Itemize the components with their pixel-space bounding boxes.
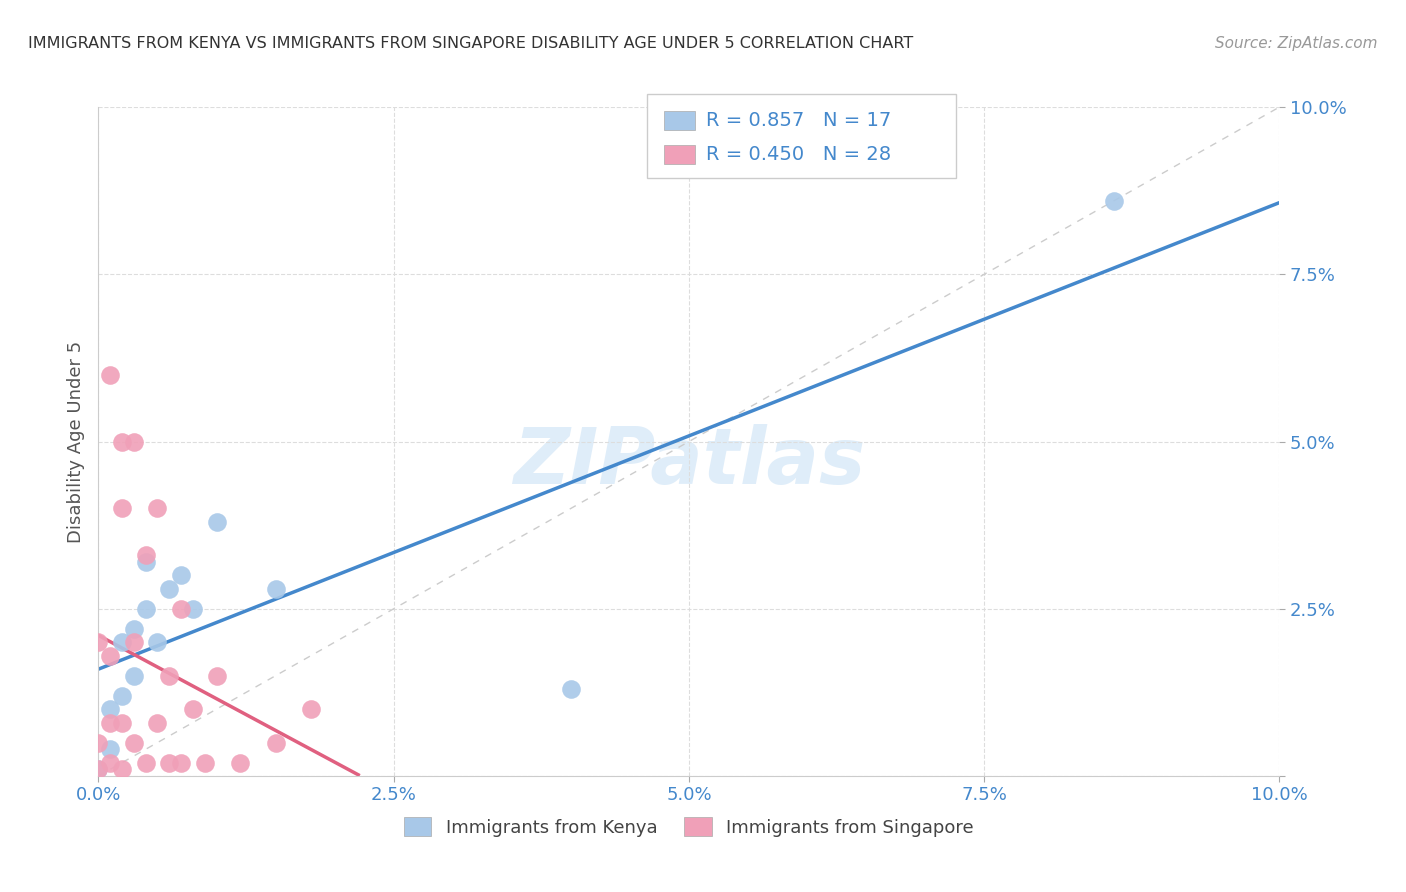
Point [170, 568, 193, 582]
Point [87, 762, 110, 776]
Point [98, 742, 121, 756]
Point [122, 735, 145, 749]
Y-axis label: Disability Age Under 5: Disability Age Under 5 [66, 341, 84, 542]
Point [194, 756, 217, 770]
Point [146, 635, 169, 649]
Point [560, 681, 582, 696]
Point [170, 601, 193, 615]
Point [111, 715, 134, 730]
Point [181, 702, 204, 716]
Point [98, 648, 121, 663]
Point [135, 548, 157, 563]
Point [111, 762, 134, 776]
Point [87, 735, 110, 749]
Text: ZIPatlas: ZIPatlas [513, 424, 865, 500]
Point [229, 756, 252, 770]
Point [135, 756, 157, 770]
Point [87, 762, 110, 776]
Point [122, 622, 145, 636]
Point [264, 582, 287, 596]
Text: R = 0.857   N = 17: R = 0.857 N = 17 [706, 111, 891, 130]
Point [122, 635, 145, 649]
Point [98, 368, 121, 382]
Point [122, 434, 145, 449]
Point [146, 715, 169, 730]
Point [146, 501, 169, 516]
Point [135, 555, 157, 569]
Point [299, 702, 322, 716]
Point [264, 735, 287, 749]
Legend: Immigrants from Kenya, Immigrants from Singapore: Immigrants from Kenya, Immigrants from S… [396, 810, 981, 844]
Point [111, 635, 134, 649]
Text: Source: ZipAtlas.com: Source: ZipAtlas.com [1215, 36, 1378, 51]
Point [157, 669, 180, 683]
Point [122, 669, 145, 683]
Point [135, 601, 157, 615]
Point [98, 715, 121, 730]
Point [205, 515, 228, 529]
Point [111, 434, 134, 449]
Text: R = 0.450   N = 28: R = 0.450 N = 28 [706, 145, 891, 164]
Point [205, 669, 228, 683]
Point [170, 756, 193, 770]
Point [157, 756, 180, 770]
Point [1102, 194, 1125, 208]
Point [181, 601, 204, 615]
Point [98, 702, 121, 716]
Point [111, 501, 134, 516]
Point [87, 635, 110, 649]
Point [111, 689, 134, 703]
Point [98, 756, 121, 770]
Text: IMMIGRANTS FROM KENYA VS IMMIGRANTS FROM SINGAPORE DISABILITY AGE UNDER 5 CORREL: IMMIGRANTS FROM KENYA VS IMMIGRANTS FROM… [28, 36, 914, 51]
Point [157, 582, 180, 596]
